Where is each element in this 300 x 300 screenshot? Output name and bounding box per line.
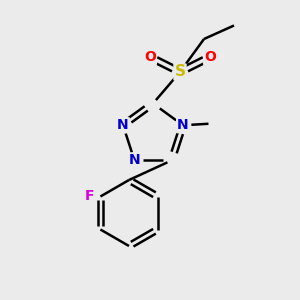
Text: F: F xyxy=(84,189,94,203)
Text: O: O xyxy=(204,50,216,64)
Text: N: N xyxy=(177,118,189,132)
Text: N: N xyxy=(129,154,140,167)
Text: S: S xyxy=(175,64,185,80)
Text: O: O xyxy=(144,50,156,64)
Text: N: N xyxy=(117,118,129,132)
